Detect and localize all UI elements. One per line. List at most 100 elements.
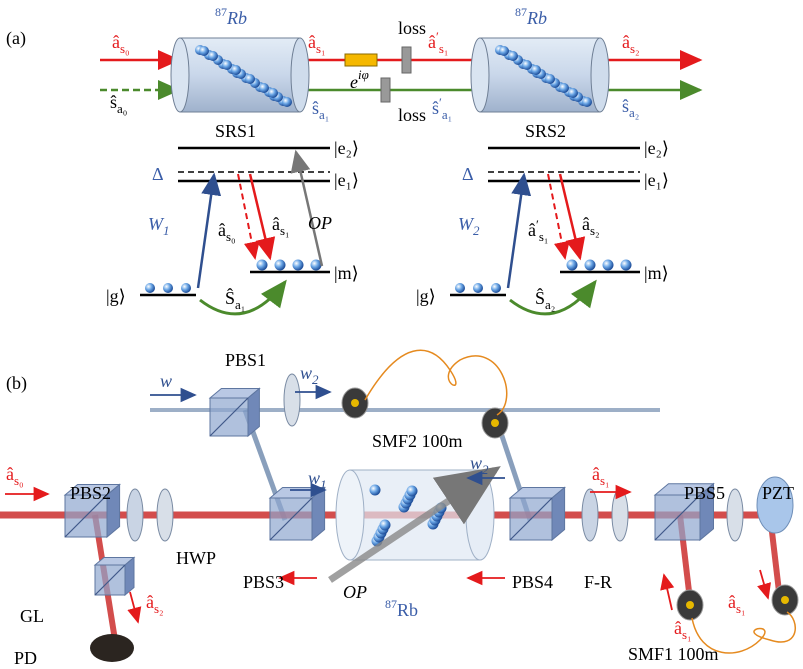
atom — [508, 51, 518, 61]
text-part: 1 — [320, 477, 327, 492]
optics-label: SMF2 100m — [372, 431, 463, 451]
text-part: ŝ — [622, 96, 629, 116]
text-part: w — [160, 371, 172, 391]
text-part: F-R — [584, 572, 612, 592]
beam-label: â′s₁ — [428, 29, 448, 56]
atom — [545, 74, 555, 84]
text-part: s₂ — [154, 601, 164, 616]
text-part: HWP — [176, 548, 216, 568]
text-part: s₁ — [439, 41, 449, 56]
atom — [407, 486, 418, 497]
loss-label: loss — [398, 18, 426, 38]
text-part: s₁ — [280, 223, 290, 238]
detuning-label: Δ — [462, 164, 474, 184]
optical-pumping-arrow — [296, 152, 322, 266]
atom — [621, 260, 632, 271]
text-part: â — [528, 220, 536, 240]
atom — [491, 283, 501, 293]
fiber-tip — [351, 399, 359, 407]
optics-label: PBS4 — [512, 572, 553, 592]
optics-label: PBS5 — [684, 483, 725, 503]
atom — [370, 485, 381, 496]
beam-label: âs₁ — [308, 32, 326, 56]
text-part: a₀ — [117, 101, 127, 116]
text-part: â — [6, 464, 14, 484]
text-part: 2 — [473, 223, 480, 238]
signal-label: âs₀ — [218, 220, 236, 244]
optics-label: âs₂ — [146, 592, 164, 616]
cell-window — [471, 38, 489, 112]
text-part: â — [272, 214, 280, 234]
text-part: Rb — [226, 8, 247, 28]
text-part: s₁ — [539, 229, 549, 244]
optics-label: 87Rb — [385, 597, 418, 620]
signal-label: âs₁ — [272, 214, 290, 238]
atom — [585, 260, 596, 271]
atom — [455, 283, 465, 293]
figure: (a)87Rb87Rblosslosseiφâs₀ŝa₀âs₁â′s₁ŝa₁ŝ′… — [0, 0, 803, 669]
text-part: 87 — [215, 5, 227, 19]
waveplate — [727, 489, 743, 541]
fiber-tip — [491, 419, 499, 427]
phase-shifter — [345, 54, 377, 66]
atom — [259, 83, 269, 93]
text-part: SMF2 100m — [372, 431, 463, 451]
fiber-spool — [365, 350, 507, 415]
loss-element — [381, 78, 390, 102]
text-part: â — [428, 32, 436, 52]
text-part: s₁ — [736, 601, 746, 616]
text-part: s₀ — [14, 473, 24, 488]
text-part: â — [218, 220, 226, 240]
optics-label: PBS3 — [243, 572, 284, 592]
atom — [293, 260, 304, 271]
level-label: |m⟩ — [334, 263, 359, 283]
text-part: 1 — [163, 223, 170, 238]
text-part: â — [308, 32, 316, 52]
text-part: OP — [343, 582, 367, 602]
fiber-tip — [686, 601, 694, 609]
text-part: PZT — [762, 483, 794, 503]
text-part: â — [674, 618, 682, 638]
optics-label: F-R — [584, 572, 612, 592]
srs-title: SRS2 — [525, 121, 566, 141]
text-part: s₀ — [226, 229, 236, 244]
waveplate — [612, 489, 628, 541]
atom — [603, 260, 614, 271]
atom — [473, 283, 483, 293]
pump-arrow — [508, 175, 524, 288]
waveplate — [284, 374, 300, 426]
text-part: SMF1 100m — [628, 644, 719, 664]
optics-label: w — [160, 371, 172, 391]
text-part: s₂ — [590, 223, 600, 238]
text-part: iφ — [358, 67, 369, 82]
text-part: PD — [14, 648, 37, 668]
waveplate — [127, 489, 143, 541]
vapor-cell — [350, 470, 480, 560]
text-part: 2 — [312, 372, 319, 387]
optics-label: âs₁ — [674, 618, 692, 642]
text-part: Rb — [397, 600, 418, 620]
text-part: 87 — [385, 597, 397, 611]
beam-label: ŝa₀ — [110, 92, 127, 116]
text-part: s₂ — [630, 41, 640, 56]
optics-label: PD — [14, 648, 37, 668]
text-part: Rb — [526, 8, 547, 28]
atom — [208, 51, 218, 61]
loss-label: loss — [398, 105, 426, 125]
atom — [282, 97, 292, 107]
beam-label: ŝa₁ — [312, 98, 329, 122]
level-label: |g⟩ — [416, 286, 436, 306]
atom — [567, 260, 578, 271]
page: Raman amplifier diagram html, body { mar… — [0, 0, 803, 669]
atom — [181, 283, 191, 293]
detuning-label: Δ — [152, 164, 164, 184]
text-part: s₀ — [120, 41, 130, 56]
atom — [268, 88, 278, 98]
panel-label: (b) — [6, 373, 27, 394]
waveplate — [582, 489, 598, 541]
optics-label: OP — [343, 582, 367, 602]
body: { "panel_a": { "label": "(a)", "cells": … — [0, 0, 803, 669]
optics-label: PZT — [762, 483, 794, 503]
optics-label: w2 — [300, 363, 319, 387]
photodetector — [90, 634, 134, 662]
